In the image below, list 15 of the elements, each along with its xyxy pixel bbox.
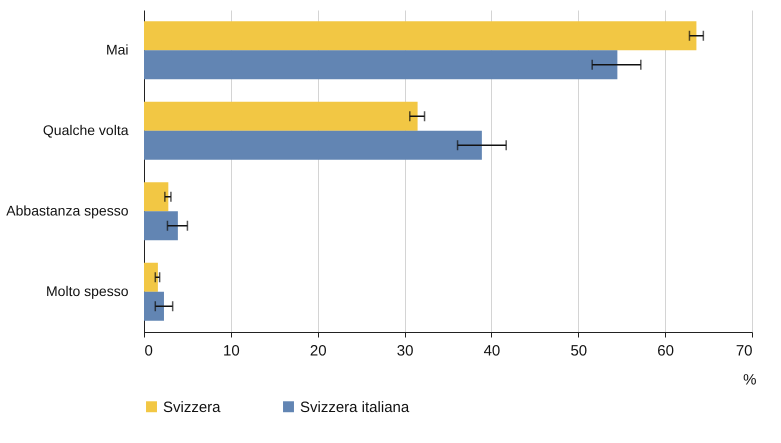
x-tick-label: 60 bbox=[657, 342, 674, 360]
y-tick-label: Qualche volta bbox=[42, 122, 129, 138]
x-tick-label: 50 bbox=[570, 342, 588, 360]
y-tick-label: Abbastanza spesso bbox=[6, 202, 129, 218]
x-tick-label: 0 bbox=[144, 342, 153, 360]
legend-label: Svizzera italiana bbox=[300, 398, 410, 416]
x-tick-label: 30 bbox=[396, 342, 414, 360]
y-tick-label: Molto spesso bbox=[46, 282, 129, 299]
x-tick-label: 20 bbox=[310, 342, 327, 360]
x-axis-title: % bbox=[743, 372, 756, 388]
x-tick-label: 40 bbox=[484, 342, 500, 360]
legend-label: Svizzera bbox=[163, 398, 222, 416]
x-tick-label: 10 bbox=[223, 342, 240, 360]
y-tick-label: Mai bbox=[106, 41, 128, 58]
x-tick-label: 70 bbox=[736, 342, 752, 360]
